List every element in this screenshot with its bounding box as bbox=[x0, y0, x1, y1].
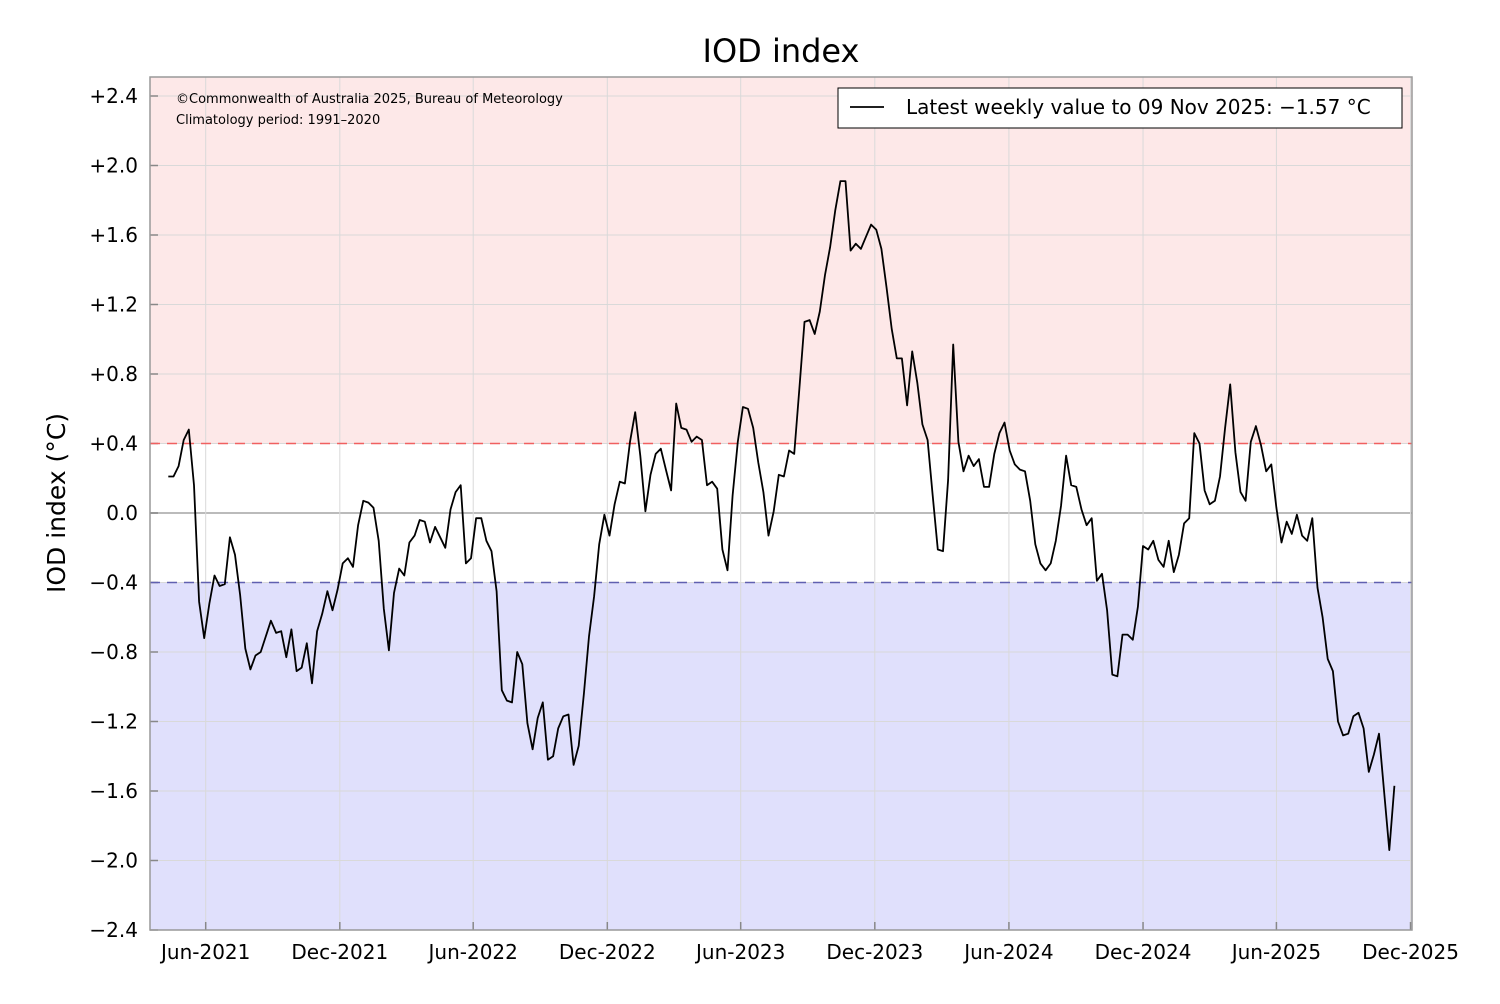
legend-label: Latest weekly value to 09 Nov 2025: −1.5… bbox=[906, 95, 1371, 119]
y-tick-label: +0.8 bbox=[89, 362, 138, 386]
chart-title: IOD index bbox=[703, 32, 860, 70]
x-tick-label: Dec-2022 bbox=[559, 940, 656, 964]
legend: Latest weekly value to 09 Nov 2025: −1.5… bbox=[838, 88, 1402, 128]
x-tick-label: Jun-2025 bbox=[1230, 940, 1321, 964]
climatology-annotation: Climatology period: 1991–2020 bbox=[176, 113, 380, 128]
y-tick-label: +2.0 bbox=[89, 154, 138, 178]
x-tick-label: Dec-2021 bbox=[291, 940, 388, 964]
y-tick-label: −0.8 bbox=[89, 640, 138, 664]
x-tick-label: Dec-2025 bbox=[1362, 940, 1459, 964]
y-tick-label: +1.2 bbox=[89, 293, 138, 317]
copyright-annotation: ©Commonwealth of Australia 2025, Bureau … bbox=[176, 92, 563, 107]
y-tick-label: 0.0 bbox=[106, 501, 138, 525]
x-tick-label: Dec-2023 bbox=[826, 940, 923, 964]
x-tick-label: Jun-2023 bbox=[694, 940, 785, 964]
y-tick-label: +2.4 bbox=[89, 84, 138, 108]
y-tick-label: −1.2 bbox=[89, 710, 138, 734]
y-axis-label: IOD index (°C) bbox=[42, 413, 71, 593]
y-tick-label: −2.0 bbox=[89, 849, 138, 873]
positive-iod-band bbox=[150, 77, 1412, 444]
y-tick-label: +0.4 bbox=[89, 432, 138, 456]
y-tick-label: −2.4 bbox=[89, 918, 138, 942]
y-tick-label: −0.4 bbox=[89, 571, 138, 595]
y-tick-label: +1.6 bbox=[89, 223, 138, 247]
x-tick-label: Jun-2024 bbox=[962, 940, 1053, 964]
negative-iod-band bbox=[150, 583, 1412, 931]
x-tick-label: Jun-2021 bbox=[159, 940, 250, 964]
y-tick-label: −1.6 bbox=[89, 779, 138, 803]
x-tick-label: Jun-2022 bbox=[427, 940, 518, 964]
x-tick-label: Dec-2024 bbox=[1095, 940, 1192, 964]
